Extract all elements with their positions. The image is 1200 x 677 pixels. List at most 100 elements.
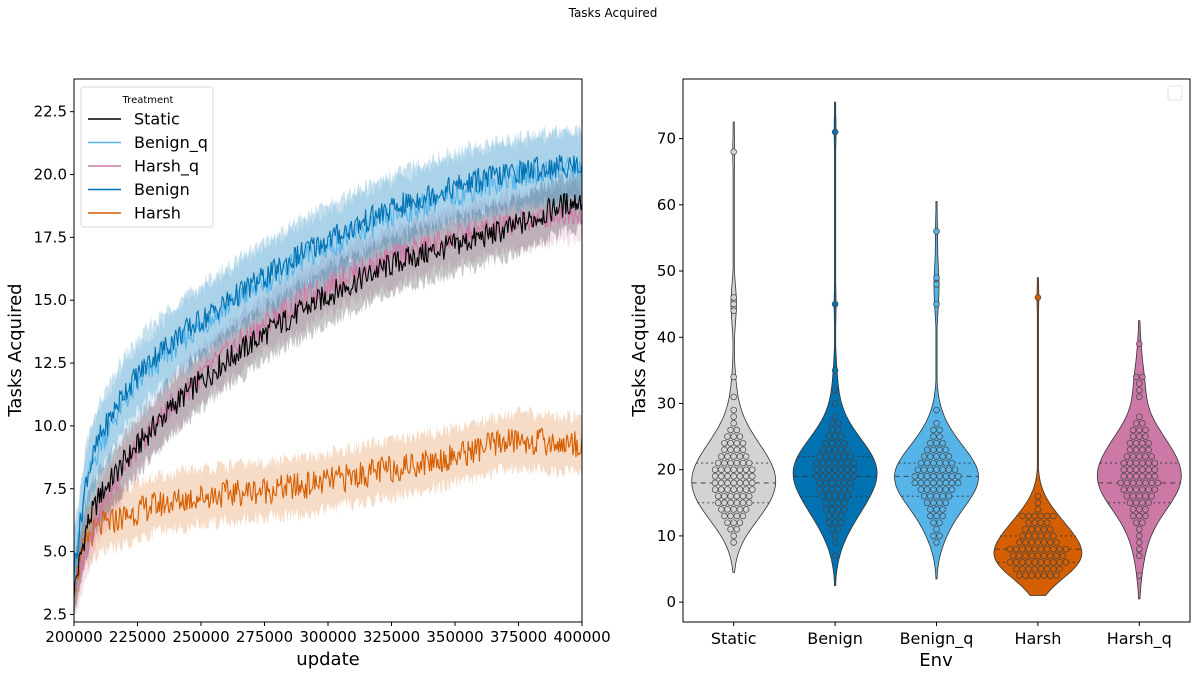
swarm-point: [917, 473, 925, 480]
swarm-point: [727, 446, 734, 454]
swarm-point: [936, 459, 943, 467]
swarm-point: [724, 453, 731, 460]
swarm-point: [736, 433, 744, 440]
violin-body: [993, 277, 1083, 596]
swarm-point: [730, 473, 737, 480]
swarm-point: [831, 367, 839, 374]
swarm-point: [927, 512, 934, 520]
swarm-point: [721, 439, 728, 447]
series-line-static: [73, 193, 583, 598]
swarm-point: [718, 506, 725, 513]
swarm-point: [933, 439, 940, 447]
swarm-point: [1148, 479, 1155, 487]
swarm-point: [923, 473, 931, 480]
legend-label-benign-q: Benign_q: [134, 133, 208, 153]
swarm-point: [1050, 565, 1057, 573]
y-tick-label: 20: [657, 461, 676, 479]
swarm-point: [1016, 572, 1023, 579]
swarm-point: [1019, 545, 1026, 553]
swarm-point: [733, 526, 741, 533]
swarm-point: [1012, 565, 1020, 573]
swarm-point: [1136, 506, 1143, 513]
swarm-point: [831, 459, 839, 467]
swarm-point: [939, 512, 946, 520]
swarm-point: [1126, 499, 1134, 507]
swarm-point: [825, 473, 833, 480]
swarm-point: [1012, 545, 1020, 553]
swarm-point: [936, 532, 943, 540]
violin-chart-y-axis-label: Tasks Acquired: [629, 283, 650, 417]
swarm-point: [724, 506, 731, 513]
swarm-point: [1136, 512, 1143, 520]
swarm-point: [1043, 545, 1051, 553]
swarm-point: [831, 532, 839, 540]
swarm-point: [819, 446, 826, 454]
x-tick-label: Harsh_q: [1107, 629, 1172, 649]
swarm-point: [828, 420, 836, 427]
swarm-point: [1145, 459, 1152, 467]
swarm-point: [730, 393, 737, 401]
swarm-point: [936, 519, 943, 526]
swarm-point: [1047, 526, 1054, 533]
swarm-point: [945, 453, 953, 460]
swarm-point: [923, 479, 931, 487]
swarm-point: [1151, 466, 1159, 473]
swarm-point: [1145, 499, 1152, 507]
swarm-point: [822, 506, 830, 513]
swarm-point: [1031, 565, 1039, 573]
swarm-point: [951, 466, 959, 473]
swarm-point: [711, 473, 719, 480]
swarm-point: [1037, 559, 1045, 566]
swarm-point: [730, 420, 737, 427]
swarm-point: [739, 512, 747, 520]
swarm-point: [948, 479, 956, 487]
swarm-point: [936, 479, 943, 487]
swarm-point: [1136, 433, 1143, 440]
swarm-point: [834, 499, 842, 507]
swarm-point: [1132, 519, 1140, 526]
swarm-point: [730, 453, 737, 460]
swarm-point: [1126, 486, 1134, 493]
swarm-point: [930, 433, 937, 440]
x-tick-label: Benign: [807, 629, 863, 648]
swarm-point: [727, 459, 734, 467]
swarm-point: [850, 459, 857, 467]
x-tick-label: 350000: [426, 628, 483, 646]
swarm-point: [736, 453, 744, 460]
swarm-point: [745, 499, 753, 507]
swarm-point: [847, 453, 854, 460]
swarm-point: [1136, 479, 1143, 487]
swarm-point: [742, 466, 750, 473]
swarm-point: [730, 148, 737, 156]
swarm-point: [730, 413, 737, 420]
swarm-point: [1028, 526, 1035, 533]
swarm-point: [1022, 552, 1029, 560]
swarm-point: [1136, 413, 1143, 420]
swarm-point: [831, 128, 839, 136]
swarm-point: [942, 446, 950, 454]
x-tick-label: Harsh: [1014, 629, 1061, 648]
swarm-point: [838, 512, 845, 520]
y-tick-label: 17.5: [34, 228, 67, 246]
swarm-point: [1037, 545, 1045, 553]
line-chart-legend: Treatment Static Benign_q Harsh_q Benign Har…: [80, 86, 214, 228]
swarm-point: [942, 486, 950, 493]
swarm-point: [1022, 526, 1029, 533]
y-tick-label: 10: [657, 527, 676, 545]
swarm-point: [841, 479, 848, 487]
swarm-point: [749, 486, 756, 493]
violin-chart-panel: Static Benign Benign_q Harsh Harsh_q 0 10 20 30…: [629, 78, 1191, 671]
swarm-point: [844, 446, 851, 454]
swarm-point: [1047, 539, 1054, 546]
swarm-point: [936, 446, 943, 454]
swarm-point: [927, 492, 934, 500]
swarm-point: [834, 420, 842, 427]
swarm-point: [825, 466, 833, 473]
swarm-point: [730, 466, 737, 473]
violin-benign: [792, 101, 878, 586]
swarm-point: [847, 486, 854, 493]
swarm-point: [733, 492, 741, 500]
y-tick-label: 0: [666, 593, 676, 611]
swarm-point: [942, 459, 950, 467]
